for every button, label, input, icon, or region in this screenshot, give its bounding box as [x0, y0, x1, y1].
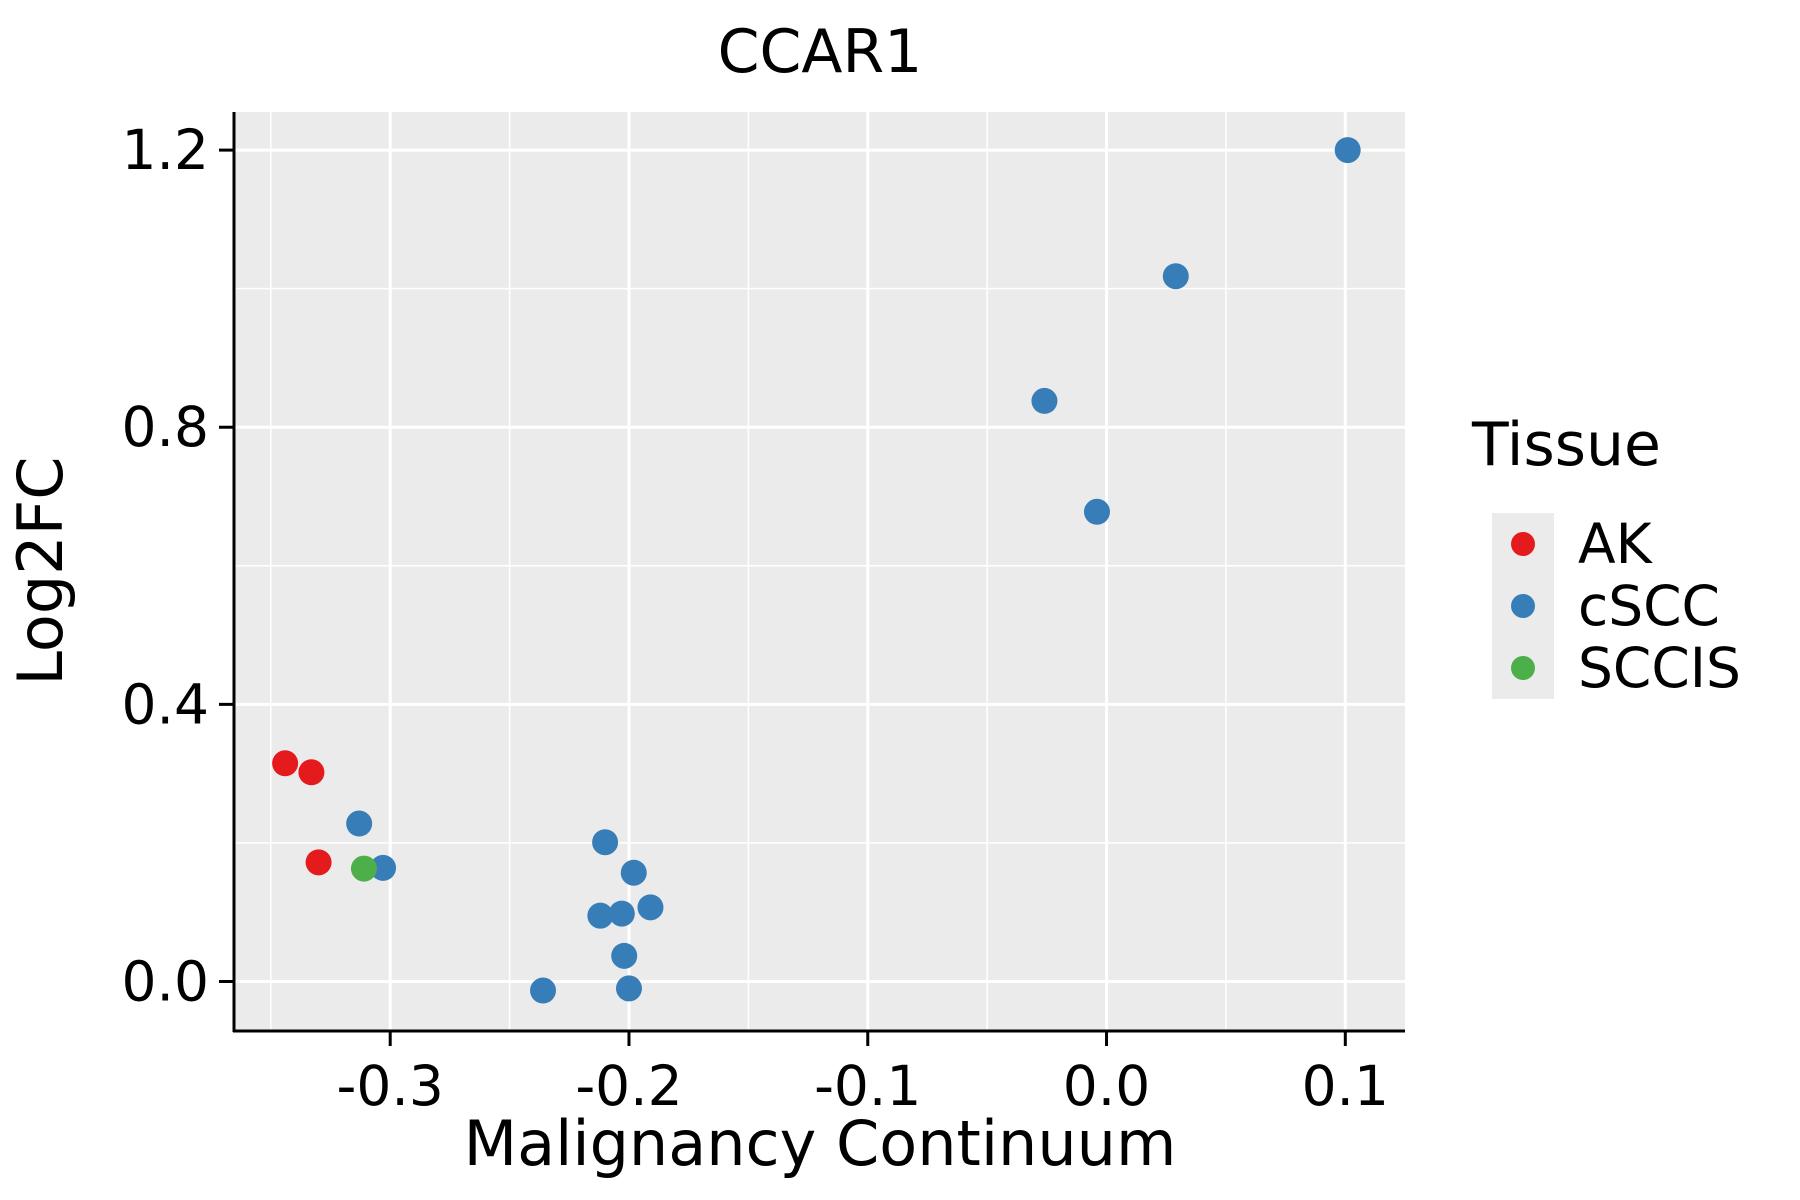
legend-label-AK: AK — [1578, 512, 1654, 576]
data-point-AK — [305, 849, 332, 876]
data-point-cSCC — [1162, 263, 1189, 290]
data-point-cSCC — [587, 902, 614, 929]
legend-dot-AK — [1511, 532, 1535, 556]
y-tick-label: 0.4 — [122, 672, 209, 736]
data-point-cSCC — [346, 810, 373, 837]
data-point-cSCC — [620, 859, 647, 886]
data-point-cSCC — [611, 942, 638, 969]
x-tick-labels: -0.3 -0.2 -0.1 0.0 0.1 — [337, 1054, 1390, 1118]
plot-panel — [235, 112, 1405, 1030]
data-point-cSCC — [530, 977, 557, 1004]
minor-gridlines — [235, 112, 1405, 1030]
axis-lines — [232, 112, 1405, 1033]
data-point-cSCC — [1031, 387, 1058, 414]
legend-dot-cSCC — [1511, 594, 1535, 618]
data-point-AK — [272, 750, 299, 777]
data-point-cSCC — [1083, 498, 1110, 525]
y-tick-label: 1.2 — [122, 118, 209, 182]
data-point-cSCC — [615, 975, 642, 1002]
data-point-cSCC — [370, 854, 397, 881]
data-points — [272, 137, 1361, 1004]
legend-title: Tissue — [1471, 410, 1661, 480]
plot-panel-layer — [235, 112, 1405, 1030]
x-tick-label: -0.2 — [575, 1054, 682, 1118]
y-tick-labels: 0.0 0.4 0.8 1.2 — [122, 118, 209, 1013]
x-axis-title: Malignancy Continuum — [464, 1107, 1177, 1180]
data-point-cSCC — [592, 829, 619, 856]
data-point-cSCC — [1334, 137, 1361, 164]
x-tick-label: -0.1 — [814, 1054, 921, 1118]
data-point-AK — [298, 759, 325, 786]
y-tick-label: 0.8 — [122, 395, 209, 459]
y-axis-title: Log2FC — [4, 456, 77, 685]
legend-dot-SCCIS — [1511, 656, 1535, 680]
y-tick-label: 0.0 — [122, 950, 209, 1014]
x-tick-label: -0.3 — [337, 1054, 444, 1118]
chart-title: CCAR1 — [718, 17, 923, 87]
x-tick-label: 0.1 — [1302, 1054, 1389, 1118]
legend-label-SCCIS: SCCIS — [1578, 636, 1741, 700]
data-point-cSCC — [637, 894, 664, 921]
x-tick-label: 0.0 — [1063, 1054, 1150, 1118]
data-point-cSCC — [608, 900, 635, 927]
tick-marks — [219, 148, 1347, 1046]
data-point-SCCIS — [350, 855, 377, 882]
legend-label-cSCC: cSCC — [1578, 574, 1720, 638]
